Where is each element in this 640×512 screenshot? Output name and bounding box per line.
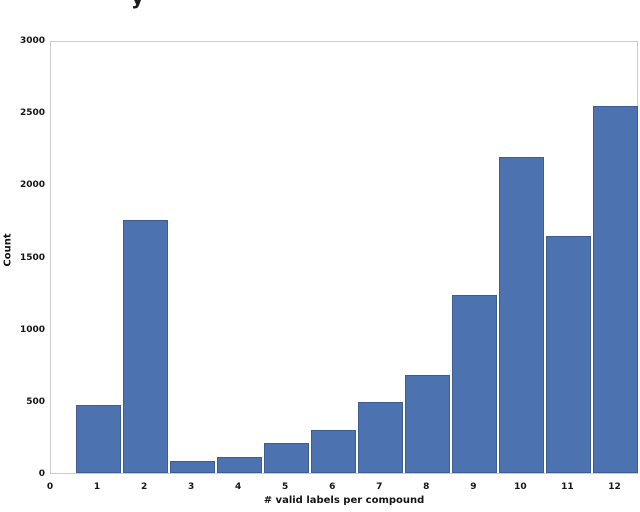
bar-6 <box>310 429 356 473</box>
y-tick-label-0: 0 <box>38 469 45 479</box>
x-tick-label-0: 0 <box>46 482 54 492</box>
bar-4 <box>216 457 262 473</box>
x-tick-label-10: 10 <box>514 482 527 492</box>
bar-1 <box>75 405 121 473</box>
x-tick-label-1: 1 <box>93 482 101 492</box>
clipped-title-text: y <box>131 0 144 7</box>
bar-5 <box>263 442 309 473</box>
bar-7 <box>357 402 403 473</box>
plot-area <box>50 41 638 474</box>
bar-2 <box>122 220 168 473</box>
x-tick-label-6: 6 <box>329 482 336 492</box>
y-tick-label-1000: 1000 <box>19 324 45 335</box>
y-tick-label-500: 500 <box>26 396 45 407</box>
x-tick-label-3: 3 <box>187 482 195 492</box>
x-axis-label: # valid labels per compound <box>263 495 425 506</box>
x-tick-label-5: 5 <box>282 482 289 492</box>
x-tick-label-9: 9 <box>470 482 477 492</box>
y-tick-label-2500: 2500 <box>19 108 45 119</box>
x-tick-label-2: 2 <box>140 482 148 492</box>
x-tick-label-11: 11 <box>561 482 574 492</box>
bar-9 <box>451 295 497 473</box>
y-tick-label-1500: 1500 <box>19 252 45 263</box>
bar-10 <box>498 156 544 473</box>
y-tick-label-3000: 3000 <box>19 36 45 46</box>
bar-12 <box>592 106 638 473</box>
x-tick-label-7: 7 <box>376 482 383 492</box>
x-tick-label-12: 12 <box>608 482 621 492</box>
bar-8 <box>404 374 450 473</box>
bar-3 <box>169 461 215 473</box>
x-tick-label-4: 4 <box>235 482 242 492</box>
bar-11 <box>545 236 591 473</box>
y-tick-label-2000: 2000 <box>19 180 45 191</box>
x-tick-label-8: 8 <box>423 482 430 492</box>
